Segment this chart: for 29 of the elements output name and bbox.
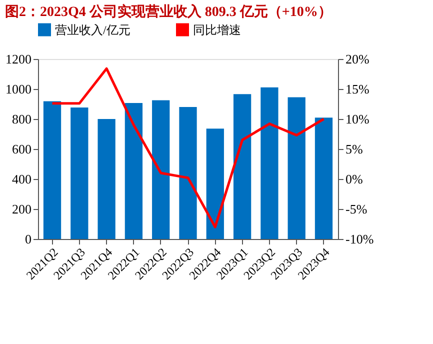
bar xyxy=(260,87,278,239)
bar xyxy=(43,101,62,239)
y-tick-label: 400 xyxy=(12,172,32,186)
bar xyxy=(70,107,88,239)
y-tick-label: 200 xyxy=(12,202,32,216)
bar xyxy=(233,94,252,239)
y2-tick-label: 15% xyxy=(346,82,370,96)
y2-tick-label: 0% xyxy=(346,172,363,186)
bar xyxy=(288,97,306,239)
bar xyxy=(124,102,143,239)
y2-tick-label: -5% xyxy=(346,202,368,216)
legend-label: 营业收入/亿元 xyxy=(55,22,130,37)
y-tick-label: 600 xyxy=(12,142,32,156)
y-tick-label: 1200 xyxy=(6,52,32,66)
y2-tick-label: 10% xyxy=(346,112,370,126)
line-series xyxy=(51,67,325,228)
y2-tick-label: -10% xyxy=(346,232,374,246)
bar xyxy=(152,100,170,239)
bar xyxy=(98,119,116,239)
y-tick-label: 800 xyxy=(12,112,32,126)
y2-tick-label: 20% xyxy=(346,52,370,66)
y2-tick-label: 5% xyxy=(346,142,363,156)
y-tick-label: 1000 xyxy=(6,82,32,96)
bar xyxy=(314,118,333,239)
bar xyxy=(206,128,224,239)
legend-label: 同比增速 xyxy=(193,22,241,37)
bar xyxy=(179,107,197,239)
chart-title: 图2：2023Q4 公司实现营业收入 809.3 亿元（+10%） xyxy=(5,3,332,20)
y-tick-label: 0 xyxy=(25,232,32,246)
